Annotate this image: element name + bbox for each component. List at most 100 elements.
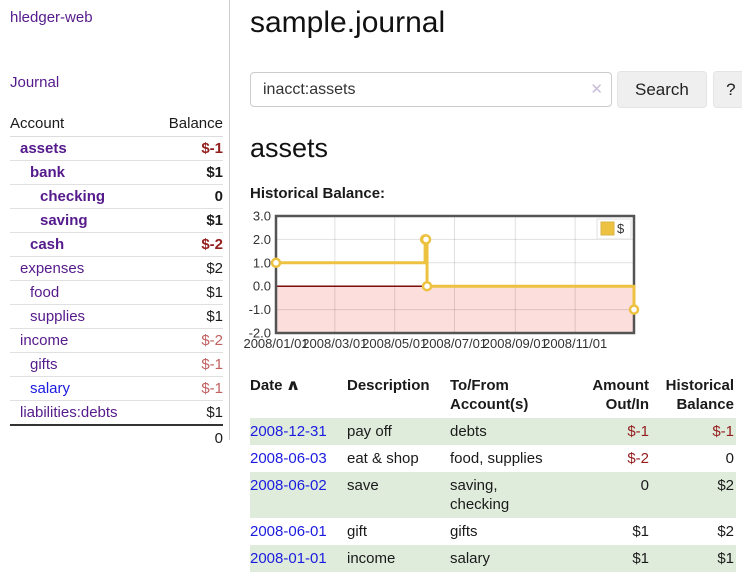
account-link[interactable]: gifts xyxy=(30,356,58,373)
account-row: gifts $-1 xyxy=(10,352,223,377)
register-date-link[interactable]: 2008-06-02 xyxy=(250,477,327,494)
register-row: 2008-01-01 income salary $1 $1 xyxy=(250,545,736,572)
account-heading: assets xyxy=(250,133,329,163)
search-form: ✕ Search ? xyxy=(250,71,742,108)
register-description: income xyxy=(347,550,396,567)
sidebar: hledger-web Journal Account Balance asse… xyxy=(0,0,230,451)
account-link[interactable]: liabilities:debts xyxy=(20,404,118,421)
svg-text:-1.0: -1.0 xyxy=(249,302,271,317)
clear-search-icon[interactable]: ✕ xyxy=(590,81,603,98)
svg-text:0.0: 0.0 xyxy=(253,279,271,294)
account-row: income $-2 xyxy=(10,328,223,353)
accounts-total-row: 0 xyxy=(10,424,223,451)
register-row: 2008-06-02 save saving, checking 0 $2 xyxy=(250,472,736,518)
plot-border xyxy=(274,214,636,335)
register-amount: $1 xyxy=(632,523,649,540)
register-balance: $2 xyxy=(717,523,734,540)
account-row: liabilities:debts $1 xyxy=(10,400,223,426)
account-link[interactable]: food xyxy=(30,284,60,301)
account-link[interactable]: assets xyxy=(20,140,67,157)
account-row: expenses $2 xyxy=(10,256,223,281)
register-date-link[interactable]: 2008-12-31 xyxy=(250,423,327,440)
sort-asc-icon: ∧ xyxy=(284,377,301,394)
register-accounts: salary xyxy=(450,550,491,567)
chart-title: Historical Balance: xyxy=(250,185,386,202)
account-balance: $-1 xyxy=(151,352,223,377)
register-header-balance: Historical Balance xyxy=(665,377,734,413)
account-link[interactable]: expenses xyxy=(20,260,85,277)
register-date-cell: 2008-06-03 xyxy=(250,445,347,472)
svg-text:2008/03/01: 2008/03/01 xyxy=(302,336,367,351)
svg-text:1.0: 1.0 xyxy=(253,255,271,270)
accounts-total-value: 0 xyxy=(151,424,223,451)
svg-text:2008/07/01: 2008/07/01 xyxy=(422,336,487,351)
register-balance: $1 xyxy=(717,550,734,567)
account-link[interactable]: income xyxy=(20,332,69,349)
register-description: pay off xyxy=(347,423,392,440)
sidebar-item-journal[interactable]: Journal xyxy=(10,74,60,91)
account-row: cash $-2 xyxy=(10,232,223,257)
help-button[interactable]: ? xyxy=(712,71,742,108)
svg-text:2008/11/01: 2008/11/01 xyxy=(543,336,607,351)
register-row: 2008-06-03 eat & shop food, supplies $-2 0 xyxy=(250,445,736,472)
account-link[interactable]: cash xyxy=(30,236,65,253)
account-balance: $-1 xyxy=(151,376,223,401)
account-link[interactable]: salary xyxy=(30,380,71,397)
register-accounts: debts xyxy=(450,423,487,440)
register-header-accounts: To/From Account(s) xyxy=(450,377,529,413)
data-point-marker xyxy=(270,257,282,269)
account-link[interactable]: supplies xyxy=(30,308,86,325)
register-description: eat & shop xyxy=(347,450,419,467)
account-link[interactable]: saving xyxy=(40,212,88,229)
legend-swatch xyxy=(600,221,615,236)
register-date-cell: 2008-06-01 xyxy=(250,518,347,545)
account-row: assets $-1 xyxy=(10,136,223,161)
account-row: checking 0 xyxy=(10,184,223,209)
svg-text:2008/09/01: 2008/09/01 xyxy=(483,336,548,351)
account-balance: $-1 xyxy=(151,136,223,161)
page-title: sample.journal xyxy=(250,6,446,39)
app-brand-link[interactable]: hledger-web xyxy=(10,9,93,26)
search-box: ✕ xyxy=(250,72,612,107)
accounts-table: Account Balance assets $-1 bank $1 checking 0… xyxy=(10,112,223,451)
register-date-link[interactable]: 2008-06-03 xyxy=(250,450,327,467)
register-balance: $2 xyxy=(717,477,734,494)
main-content: sample.journal ✕ Search ? assets Histori… xyxy=(230,0,742,572)
svg-text:2.0: 2.0 xyxy=(253,232,271,247)
register-date-link[interactable]: 2008-01-01 xyxy=(250,550,327,567)
account-link[interactable]: bank xyxy=(30,164,66,181)
account-balance: $1 xyxy=(151,400,223,426)
negative-region-fill xyxy=(276,286,634,333)
account-balance: $-2 xyxy=(151,232,223,257)
register-row: 2008-06-01 gift gifts $1 $2 xyxy=(250,518,736,545)
register-header-description: Description xyxy=(347,377,430,394)
account-row: bank $1 xyxy=(10,160,223,185)
account-row: saving $1 xyxy=(10,208,223,233)
svg-text:2008/01/01: 2008/01/01 xyxy=(243,336,308,351)
register-table: Date ∧ Description To/From Account(s) Amo… xyxy=(250,374,736,572)
register-balance: 0 xyxy=(725,450,734,467)
register-description: gift xyxy=(347,523,368,540)
svg-text:3.0: 3.0 xyxy=(253,209,271,224)
account-balance: $-2 xyxy=(151,328,223,353)
search-input[interactable] xyxy=(250,72,612,107)
historical-balance-chart: $3.0 2.0 1.0 0.0 -1.0 -2.0 2008/01/01 2008/03/0… xyxy=(243,209,742,353)
search-button[interactable]: Search xyxy=(617,71,707,108)
account-link[interactable]: checking xyxy=(40,188,106,205)
data-point-marker xyxy=(420,234,432,245)
account-row: food $1 xyxy=(10,280,223,305)
register-header-row: Date ∧ Description To/From Account(s) Amo… xyxy=(250,374,736,418)
register-description: save xyxy=(347,477,379,494)
register-date-link[interactable]: 2008-06-01 xyxy=(250,523,327,540)
legend-label: $ xyxy=(617,221,625,236)
register-balance: $-1 xyxy=(712,423,734,440)
accounts-header-balance: Balance xyxy=(151,112,223,137)
account-balance: $1 xyxy=(151,280,223,305)
svg-text:-2.0: -2.0 xyxy=(249,326,271,341)
chart-legend: $ xyxy=(596,218,632,240)
register-date-cell: 2008-12-31 xyxy=(250,418,347,445)
account-balance: $1 xyxy=(151,304,223,329)
account-row: salary $-1 xyxy=(10,376,223,401)
register-header-date[interactable]: Date ∧ xyxy=(250,377,301,394)
